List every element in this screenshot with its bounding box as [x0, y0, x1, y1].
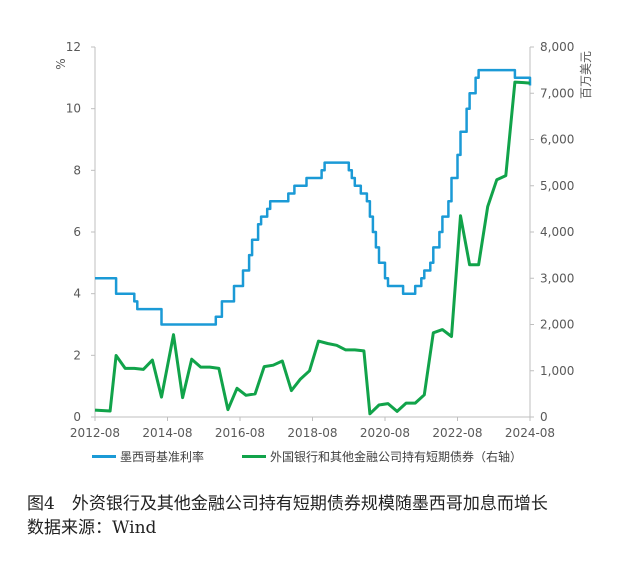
legend-item-policy-rate: 墨西哥基准利率 — [92, 448, 204, 465]
right-axis-unit: 百万美元 — [579, 51, 593, 99]
right-tick-label: 6,000 — [540, 133, 574, 147]
right-tick-label: 0 — [540, 410, 548, 424]
x-tick-label: 2012-08 — [70, 426, 120, 440]
right-tick-label: 7,000 — [540, 86, 574, 100]
left-tick-label: 0 — [73, 410, 81, 424]
series-line-policy-rate — [95, 68, 532, 326]
left-tick-label: 10 — [66, 102, 81, 116]
right-tick-label: 8,000 — [540, 40, 574, 54]
left-axis-unit: % — [54, 58, 68, 69]
right-tick-label: 4,000 — [540, 225, 574, 239]
dual-axis-line-chart: 0 2 4 6 8 10 12 0 1,000 2,000 3,000 4,000 5,000 6,00… — [54, 40, 593, 440]
right-tick-label: 5,000 — [540, 179, 574, 193]
right-tick-label: 1,000 — [540, 364, 574, 378]
left-tick-label: 8 — [73, 163, 81, 177]
left-tick-label: 12 — [66, 40, 81, 54]
right-tick-label: 2,000 — [540, 318, 574, 332]
legend-swatch-short-term-bonds — [242, 455, 266, 458]
legend-swatch-policy-rate — [92, 455, 116, 458]
legend-label-short-term-bonds: 外国银行和其他金融公司持有短期债券（右轴） — [270, 450, 523, 464]
x-tick-label: 2016-08 — [215, 426, 265, 440]
x-tick-label: 2024-08 — [505, 426, 555, 440]
right-axis-ticks: 0 1,000 2,000 3,000 4,000 5,000 6,000 7,000 8,00… — [530, 40, 574, 424]
series-layer — [94, 68, 532, 416]
x-axis-ticks: 2012-08 2014-08 2016-08 2018-08 2020-08 2022-… — [70, 417, 555, 440]
caption-source: 数据来源：Wind — [27, 518, 157, 538]
series-line-short-term-bonds — [94, 80, 531, 416]
left-tick-label: 4 — [73, 287, 81, 301]
legend-item-short-term-bonds: 外国银行和其他金融公司持有短期债券（右轴） — [242, 448, 522, 465]
x-tick-label: 2014-08 — [142, 426, 192, 440]
chart-legend: 墨西哥基准利率 外国银行和其他金融公司持有短期债券（右轴） — [92, 448, 562, 468]
x-tick-label: 2022-08 — [432, 426, 482, 440]
x-tick-label: 2020-08 — [360, 426, 410, 440]
legend-label-policy-rate: 墨西哥基准利率 — [120, 450, 205, 464]
left-tick-label: 6 — [73, 225, 81, 239]
right-tick-label: 3,000 — [540, 271, 574, 285]
left-tick-label: 2 — [73, 348, 81, 362]
left-axis-ticks: 0 2 4 6 8 10 12 — [66, 40, 95, 424]
x-tick-label: 2018-08 — [287, 426, 337, 440]
caption-title: 图4 外资银行及其他金融公司持有短期债券规模随墨西哥加息而增长 — [27, 494, 548, 514]
figure-caption: 图4 外资银行及其他金融公司持有短期债券规模随墨西哥加息而增长 数据来源：Win… — [27, 492, 548, 540]
